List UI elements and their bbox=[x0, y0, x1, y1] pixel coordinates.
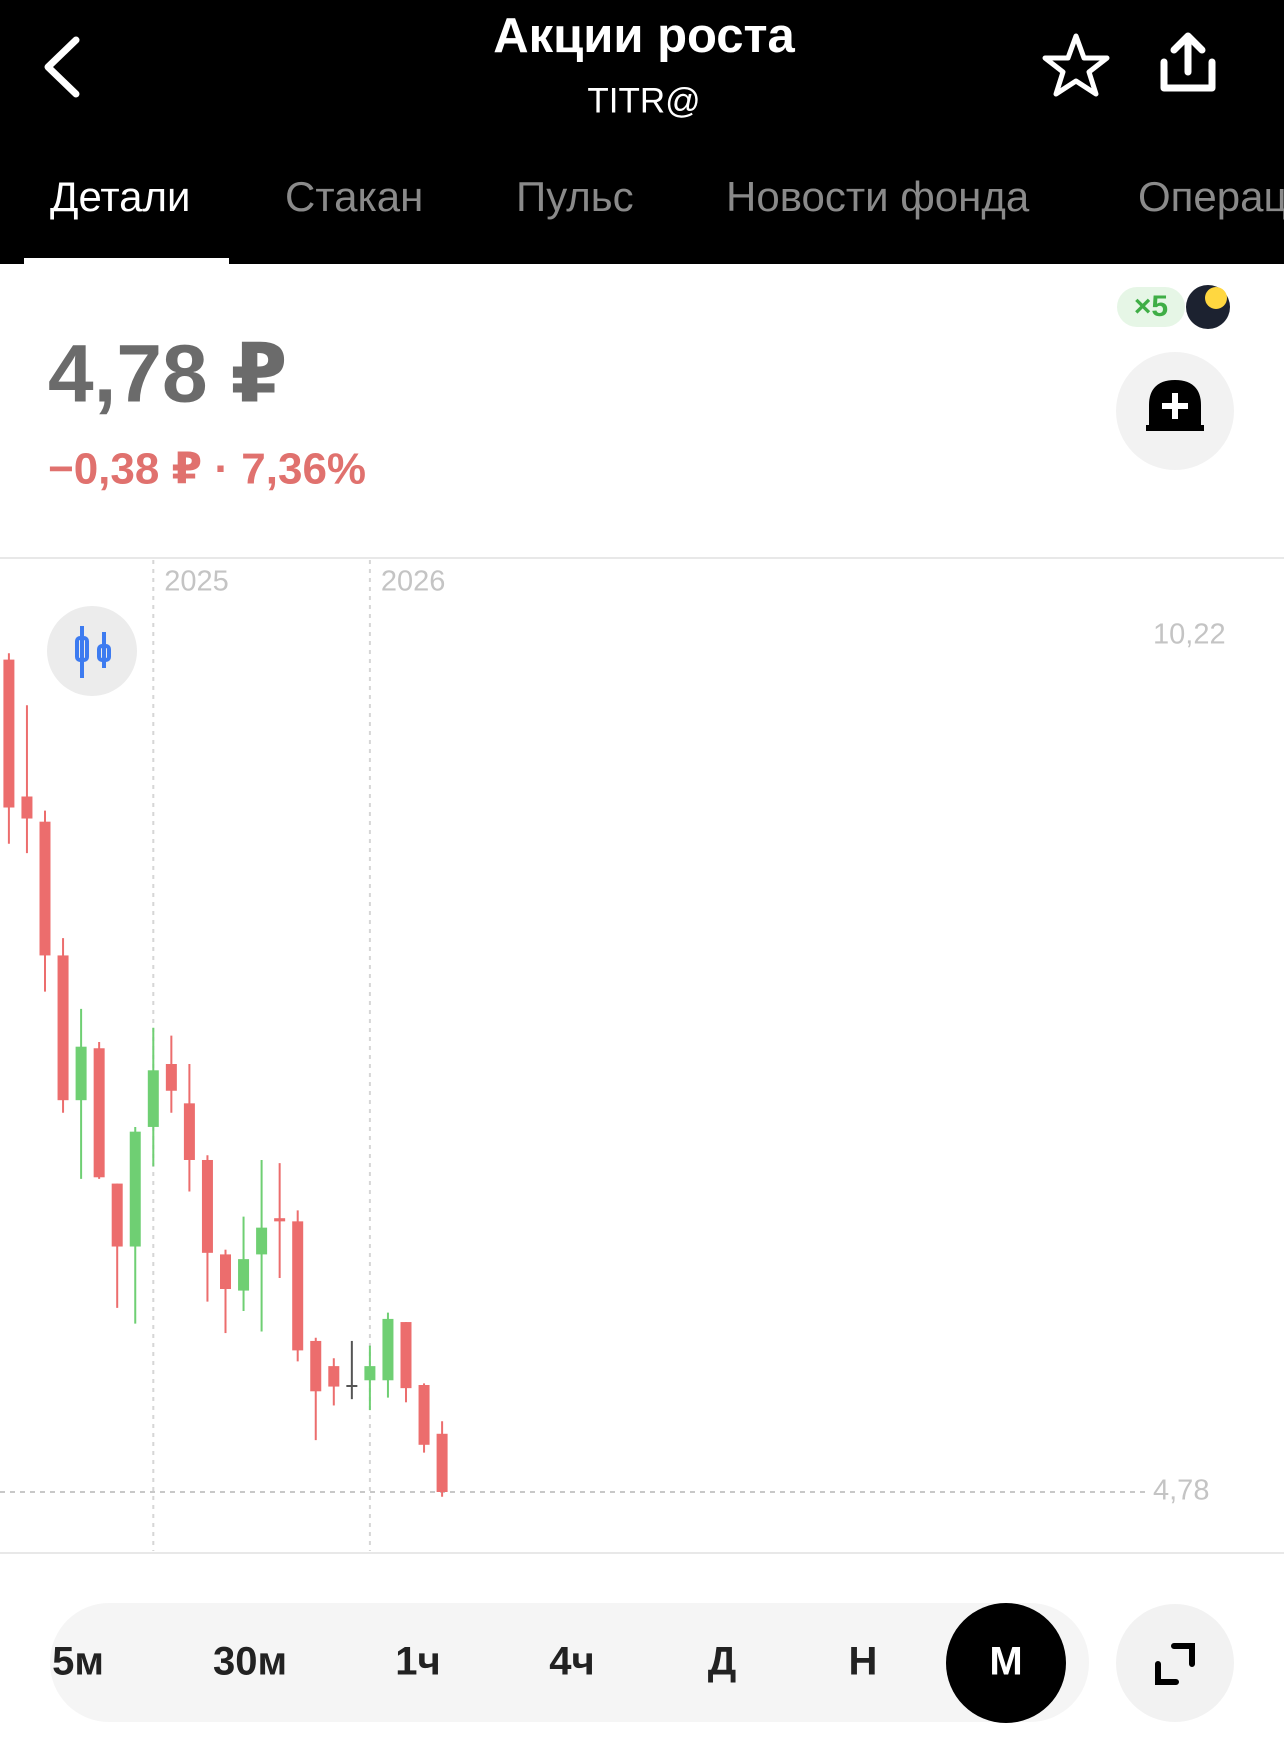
tabs: Детали Стакан Пульс Новости фонда Операц bbox=[50, 173, 1284, 220]
share-button[interactable] bbox=[1160, 32, 1216, 92]
badge: ×5 bbox=[1134, 290, 1168, 323]
timeframe[interactable]: Н bbox=[849, 1640, 878, 1684]
timeframes: 5м 30м 1ч 4ч Д Н М bbox=[52, 1603, 1066, 1723]
tab[interactable]: Операц bbox=[1138, 173, 1284, 220]
candle-body bbox=[292, 1221, 304, 1351]
chart-type-button[interactable] bbox=[47, 606, 137, 696]
tab-underline bbox=[24, 258, 229, 264]
price: 4,78 ₽ bbox=[48, 329, 287, 420]
tab[interactable]: Новости фонда bbox=[726, 173, 1030, 220]
timeframe[interactable]: 5м bbox=[52, 1640, 104, 1684]
candle-body bbox=[382, 1318, 394, 1381]
candlestick-chart: 2025 2026 10,22 4,78 bbox=[0, 560, 1226, 1551]
timeframe-bar bbox=[50, 1603, 1089, 1722]
subtitle: TITR@ bbox=[587, 81, 700, 120]
candle-body bbox=[274, 1218, 286, 1222]
timeframe[interactable]: 30м bbox=[213, 1640, 287, 1684]
title: Акции роста bbox=[493, 9, 795, 63]
favorite-button[interactable] bbox=[1042, 33, 1110, 97]
candle-body bbox=[57, 955, 69, 1101]
tab[interactable]: Пульс bbox=[516, 173, 634, 220]
y-tick-label: 10,22 bbox=[1153, 619, 1226, 651]
candle-body bbox=[328, 1366, 340, 1387]
chart-type-icon bbox=[75, 626, 111, 678]
y-tick-label: 4,78 bbox=[1153, 1475, 1209, 1507]
x-tick-label: 2026 bbox=[381, 566, 446, 598]
expand-icon bbox=[1155, 1643, 1195, 1685]
candle-body bbox=[183, 1103, 195, 1160]
badge-bg bbox=[1117, 287, 1185, 327]
candle-body bbox=[346, 1385, 358, 1387]
candle-body bbox=[3, 659, 15, 808]
candle-body bbox=[238, 1259, 250, 1291]
back-button[interactable] bbox=[44, 36, 80, 98]
timeframe[interactable]: М bbox=[989, 1640, 1022, 1684]
candle-body bbox=[21, 796, 33, 819]
timeframe[interactable]: Д bbox=[708, 1640, 737, 1684]
expand-button[interactable] bbox=[1116, 1604, 1234, 1722]
candle-body bbox=[364, 1366, 376, 1381]
header-bg bbox=[0, 0, 1284, 264]
bell-icon bbox=[1146, 380, 1204, 431]
candle-body bbox=[418, 1385, 430, 1445]
candle-body bbox=[93, 1048, 105, 1178]
candle-body bbox=[256, 1227, 268, 1255]
candle-body bbox=[310, 1340, 322, 1392]
candle-body bbox=[201, 1159, 213, 1253]
candle-body bbox=[75, 1046, 87, 1101]
tab[interactable]: Детали bbox=[50, 173, 191, 220]
candle-body bbox=[436, 1433, 448, 1492]
candle-body bbox=[147, 1070, 159, 1127]
candle-body bbox=[111, 1183, 123, 1247]
alert-icon-dot bbox=[1205, 287, 1227, 309]
timeframe[interactable]: 4ч bbox=[549, 1640, 594, 1684]
price-change: −0,38 ₽ · 7,36% bbox=[48, 445, 366, 494]
timeframe[interactable]: 1ч bbox=[395, 1640, 440, 1684]
candle-body bbox=[165, 1064, 177, 1091]
x-tick-label: 2025 bbox=[164, 566, 229, 598]
candle-body bbox=[129, 1131, 141, 1247]
candle-body bbox=[220, 1254, 231, 1290]
tab[interactable]: Стакан bbox=[285, 173, 423, 220]
timeframe-active-bg bbox=[946, 1603, 1066, 1723]
candle-body bbox=[400, 1322, 412, 1389]
candle-body bbox=[39, 821, 51, 956]
